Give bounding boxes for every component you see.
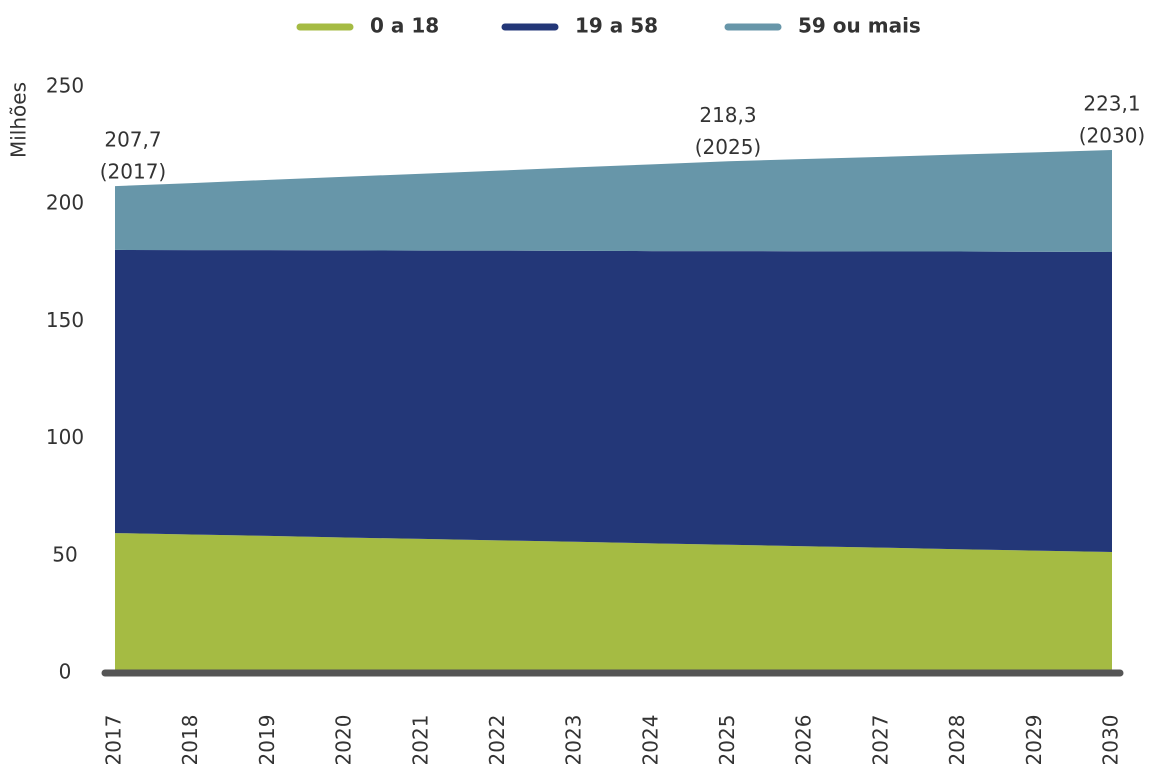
area [115,533,1112,673]
y-tick-label: 200 [46,191,84,215]
x-tick-label: 2021 [408,715,432,766]
annotation-year: (2017) [100,160,167,184]
x-tick-label: 2026 [792,715,816,766]
legend-label: 59 ou mais [798,14,921,38]
legend-label: 0 a 18 [370,14,439,38]
y-tick-label: 100 [46,425,84,449]
x-tick-label: 2018 [178,715,202,766]
x-tick-label: 2029 [1022,715,1046,766]
area [115,249,1112,553]
y-tick-label: 250 [46,74,84,98]
legend-label: 19 a 58 [575,14,658,38]
annotation-value: 207,7 [104,128,161,152]
x-tick-label: 2025 [715,715,739,766]
annotation-value: 223,1 [1083,92,1140,116]
area [115,150,1112,253]
y-tick-label: 50 [52,542,77,566]
annotation-value: 218,3 [699,103,756,127]
annotation-year: (2025) [695,135,762,159]
x-tick-label: 2024 [638,715,662,766]
x-tick-label: 2027 [868,715,892,766]
x-tick-label: 2022 [485,715,509,766]
y-tick-label: 0 [59,660,72,684]
x-tick-label: 2017 [102,715,126,766]
x-tick-label: 2030 [1099,715,1123,766]
x-tick-label: 2028 [945,715,969,766]
y-tick-label: 150 [46,308,84,332]
x-tick-label: 2020 [332,715,356,766]
x-tick-label: 2019 [255,715,279,766]
annotation-year: (2030) [1079,124,1146,148]
x-tick-label: 2023 [562,715,586,766]
y-axis-title: Milhões [7,82,31,158]
